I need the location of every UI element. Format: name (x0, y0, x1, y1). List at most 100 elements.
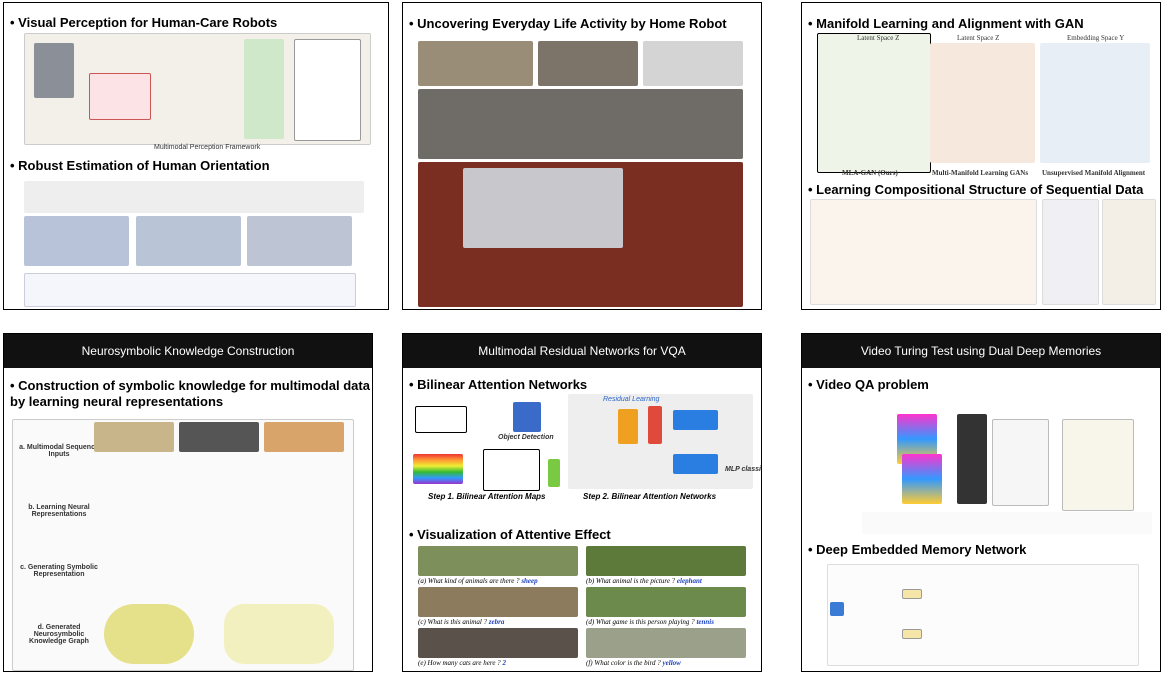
panel-header: Neurosymbolic Knowledge Construction (4, 334, 372, 368)
tensor (413, 454, 463, 484)
bullet: Visualization of Attentive Effect (409, 527, 611, 542)
screen (463, 168, 623, 248)
answer: zebra (488, 618, 505, 626)
photo (418, 546, 578, 576)
film (957, 414, 987, 504)
block (673, 410, 718, 430)
graph (224, 604, 334, 664)
caption: Latent Space Z (857, 34, 900, 42)
answer: sheep (521, 577, 538, 585)
block (483, 449, 540, 491)
block (648, 406, 662, 444)
video-frames (902, 454, 942, 504)
panel: Multimodal Residual Networks for VQA Bil… (402, 333, 762, 672)
question: (c) What is this animal ? (418, 618, 488, 626)
caption: Step 1. Bilinear Attention Maps (428, 492, 546, 501)
caption: Step 2. Bilinear Attention Networks (583, 492, 717, 501)
box (89, 73, 151, 120)
answer: elephant (676, 577, 702, 585)
bullet: Deep Embedded Memory Network (808, 542, 1026, 557)
photo (586, 628, 746, 658)
qa-list (862, 512, 1152, 534)
photo (513, 402, 541, 432)
caption: Multi-Manifold Learning GANs (932, 169, 1029, 177)
figure (24, 181, 364, 213)
diagram (810, 199, 1037, 305)
photo (418, 587, 578, 617)
photo (247, 216, 352, 266)
block (548, 459, 560, 487)
qa-caption: (a) What kind of animals are there ? she… (418, 577, 538, 585)
qa-caption: (f) What color is the bird ? yellow (586, 659, 681, 667)
photo (179, 422, 259, 452)
photo (34, 43, 74, 98)
scroll (1062, 419, 1134, 511)
caption: Embedding Space Y (1067, 34, 1125, 42)
answer: 2 (502, 659, 506, 667)
photo (643, 41, 743, 86)
photo (418, 628, 578, 658)
caption: MLA-GAN (Ours) (842, 169, 898, 177)
panel: Manifold Learning and Alignment with GAN… (801, 2, 1161, 310)
photo (418, 41, 533, 86)
photo (586, 546, 746, 576)
panel: Visual Perception for Human-Care Robots … (3, 2, 389, 310)
photo (538, 41, 638, 86)
qa-caption: (d) What game is this person playing ? t… (586, 618, 714, 626)
caption: Unsupervised Manifold Alignment (1042, 169, 1146, 177)
bullet: Video QA problem (808, 377, 929, 392)
caption: Object Detection (498, 434, 554, 441)
bullet: Learning Compositional Structure of Sequ… (808, 182, 1143, 197)
question: (a) What kind of animals are there ? (418, 577, 520, 585)
plot (24, 273, 356, 307)
caption: Multimodal Perception Framework (154, 144, 261, 151)
row-label: c. Generating Symbolic Representation (20, 564, 98, 578)
question: (b) What animal is the picture ? (586, 577, 676, 585)
answer: yellow (662, 659, 681, 667)
block (618, 409, 638, 444)
caption: Latent Space Z (957, 34, 1000, 42)
diagram (1102, 199, 1156, 305)
figure (817, 33, 931, 173)
bullet: Uncovering Everyday Life Activity by Hom… (409, 16, 726, 31)
panel-header: Video Turing Test using Dual Deep Memori… (802, 334, 1160, 368)
bullet: Visual Perception for Human-Care Robots (10, 15, 277, 30)
photo (830, 602, 844, 616)
photo (586, 587, 746, 617)
photo (136, 216, 241, 266)
graph (104, 604, 194, 664)
figure (1040, 43, 1150, 163)
panel: Uncovering Everyday Life Activity by Hom… (402, 2, 762, 310)
qa-caption: (c) What is this animal ? zebra (418, 618, 504, 626)
question: (f) What color is the bird ? (586, 659, 661, 667)
question: (d) What game is this person playing ? (586, 618, 695, 626)
photo (264, 422, 344, 452)
bullet: Bilinear Attention Networks (409, 377, 587, 392)
row-label: b. Learning Neural Representations (28, 504, 90, 518)
caption: MLP classifier (725, 466, 761, 473)
question: (e) How many cats are here ? (418, 659, 501, 667)
block (902, 589, 922, 599)
bullet: Manifold Learning and Alignment with GAN (808, 16, 1083, 31)
caption: Residual Learning (603, 396, 660, 403)
photo (418, 89, 743, 159)
photo (24, 216, 129, 266)
box (244, 39, 284, 139)
row-label: a. Multimodal Sequence Inputs (19, 444, 99, 458)
qa-caption: (e) How many cats are here ? 2 (418, 659, 506, 667)
bullet: Construction of symbolic knowledge for m… (10, 378, 370, 410)
block (673, 454, 718, 474)
qa-caption: (b) What animal is the picture ? elephan… (586, 577, 702, 585)
answer: tennis (696, 618, 714, 626)
panel: Neurosymbolic Knowledge Construction Con… (3, 333, 373, 672)
photo (94, 422, 174, 452)
diagram (1042, 199, 1099, 305)
box (294, 39, 361, 141)
diagram (827, 564, 1139, 666)
question-box (415, 406, 467, 433)
panel-header: Multimodal Residual Networks for VQA (403, 334, 761, 368)
block (902, 629, 922, 639)
figure (930, 43, 1035, 163)
row-label: d. Generated Neurosymbolic Knowledge Gra… (29, 624, 89, 645)
